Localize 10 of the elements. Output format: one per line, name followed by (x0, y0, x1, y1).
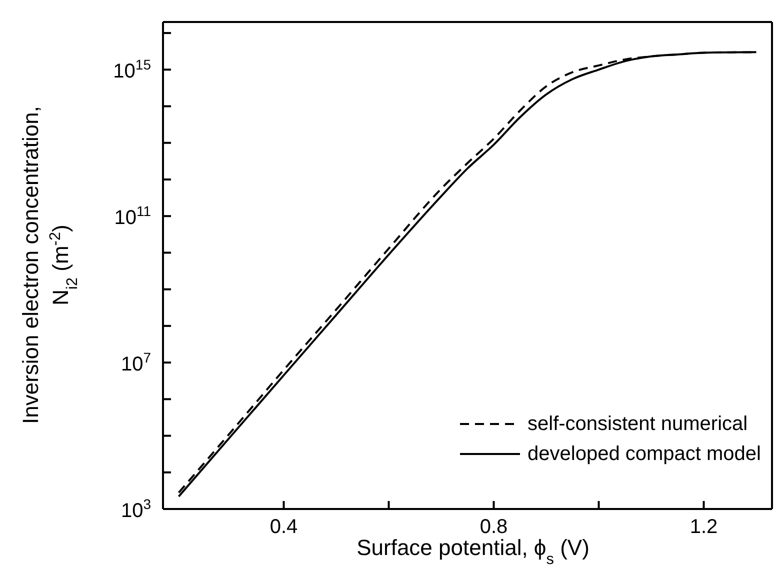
x-tick-label: 1.2 (690, 516, 718, 538)
x-tick-label: 0.8 (480, 516, 508, 538)
y-tick-label: 10$^{15}$ (113, 56, 152, 83)
y-tick-label: 10$^{11}$ (114, 203, 152, 230)
legend-label: developed compact model (528, 442, 761, 466)
x-axis-title: Surface potential, ϕ$_{s}$ (V) (356, 535, 590, 568)
y-tick-label: 10$^{3}$ (120, 496, 152, 522)
legend-label: self-consistent numerical (528, 412, 748, 436)
y-tick-label: 10$^{7}$ (120, 350, 152, 376)
x-tick-label: 0.4 (270, 516, 298, 538)
